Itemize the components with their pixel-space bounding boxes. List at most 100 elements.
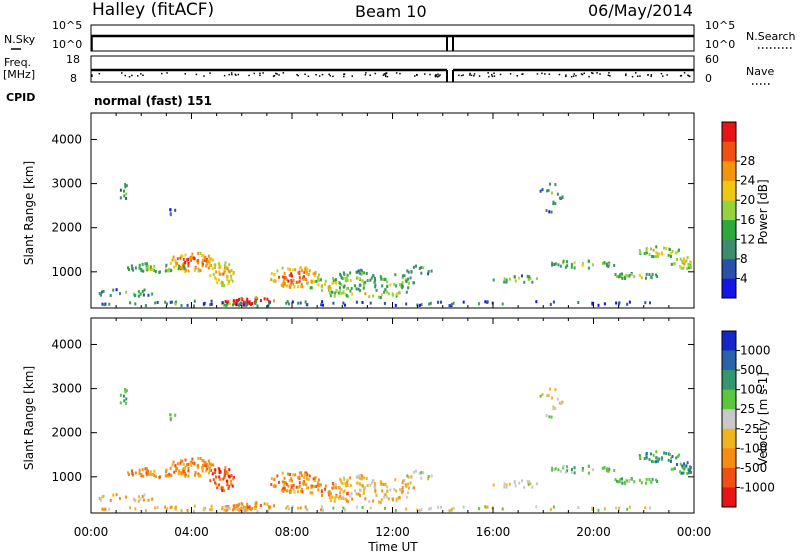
power-cell — [551, 261, 554, 265]
velocity-cell — [342, 495, 345, 499]
power-cell — [355, 287, 358, 291]
power-cell — [134, 266, 137, 270]
velocity-cell — [232, 508, 234, 512]
power-cell — [223, 270, 226, 274]
velocity-cell — [137, 499, 140, 503]
power-cell — [415, 264, 417, 268]
power-cell — [346, 287, 349, 291]
velocity-cell — [193, 509, 195, 513]
velocity-cell — [169, 413, 172, 417]
velocity-cell — [427, 475, 430, 478]
power-cell — [245, 303, 248, 307]
nave-point — [588, 75, 590, 78]
nave-point — [491, 75, 494, 78]
power-cell — [350, 286, 353, 290]
velocity-cell — [450, 507, 453, 511]
power-cell — [207, 260, 210, 264]
nave-point — [131, 74, 133, 77]
power-cell — [503, 277, 506, 281]
nave-point — [509, 73, 512, 75]
power-cell — [207, 254, 210, 258]
nave-point — [683, 72, 686, 74]
velocity-cell — [409, 481, 412, 485]
y-tick-label: 3000 — [51, 382, 82, 396]
velocity-cell — [620, 480, 623, 484]
nave-point — [318, 75, 321, 77]
power-cell — [430, 269, 433, 273]
velocity-cell — [211, 472, 214, 476]
velocity-cell — [104, 507, 107, 511]
power-cell — [617, 302, 620, 306]
power-cell — [306, 281, 308, 285]
nave-point — [580, 73, 583, 75]
velocity-cell — [412, 470, 415, 474]
velocity-cell — [290, 483, 293, 487]
power-cell — [209, 303, 212, 307]
y-tick-label: 4000 — [51, 337, 82, 351]
power-cell — [528, 275, 531, 279]
x-tick-label: 20:00 — [576, 525, 611, 539]
freq-unit: [MHz] — [3, 68, 35, 81]
power-cell — [362, 283, 365, 287]
nave-point — [386, 75, 389, 78]
velocity-cell — [282, 487, 285, 491]
power-cell — [295, 280, 298, 284]
velocity-cell — [430, 474, 433, 478]
velocity-cell — [385, 495, 388, 499]
power-cell — [274, 279, 277, 283]
power-cell — [280, 283, 283, 287]
velocity-cell — [230, 482, 233, 486]
velocity-cell — [372, 499, 375, 503]
velocity-cell — [190, 463, 193, 467]
power-cell — [182, 258, 185, 261]
power-cell — [331, 276, 334, 280]
velocity-cell — [361, 474, 363, 478]
power-cell — [420, 303, 423, 307]
power-cell — [683, 262, 686, 266]
power-cell — [655, 255, 657, 259]
velocity-cell — [570, 470, 573, 474]
velocity-cell — [349, 476, 352, 480]
power-cell — [422, 266, 425, 270]
power-cell — [648, 273, 651, 276]
velocity-cell — [210, 463, 213, 467]
velocity-cell — [335, 486, 338, 490]
velocity-cell — [552, 407, 555, 411]
power-cell — [681, 261, 684, 265]
velocity-cell — [462, 505, 465, 509]
velocity-cell — [119, 393, 122, 397]
power-cell — [238, 303, 241, 307]
power-cell — [505, 278, 508, 282]
nave-point — [680, 74, 683, 77]
velocity-cell — [658, 457, 661, 461]
colorbar-tick-label: 4 — [740, 271, 748, 285]
cpid-value: normal (fast) 151 — [94, 94, 212, 108]
velocity-cell — [180, 459, 183, 463]
power-cell — [232, 299, 235, 303]
power-cell — [408, 281, 410, 285]
velocity-cell — [626, 479, 629, 483]
velocity-cell — [358, 476, 361, 480]
velocity-cell — [256, 509, 259, 513]
freq-tick-low: 8 — [70, 72, 77, 85]
velocity-cell — [375, 493, 378, 497]
power-cell — [219, 272, 222, 276]
velocity-cell — [131, 472, 134, 476]
power-cell — [351, 292, 354, 296]
nave-point — [558, 73, 561, 76]
velocity-cell — [215, 475, 218, 479]
y-tick-label: 3000 — [51, 177, 82, 191]
power-cell — [342, 290, 345, 294]
power-cell — [145, 266, 148, 270]
velocity-cell — [220, 486, 223, 490]
velocity-cell — [141, 467, 144, 471]
velocity-cell — [288, 478, 291, 482]
power-cell — [143, 288, 146, 292]
power-cell — [406, 269, 409, 273]
power-cell — [614, 273, 617, 277]
velocity-cell — [313, 485, 316, 489]
velocity-cell — [380, 482, 383, 486]
nave-point — [437, 73, 439, 75]
velocity-cell — [297, 506, 300, 510]
velocity-cell — [138, 468, 141, 472]
